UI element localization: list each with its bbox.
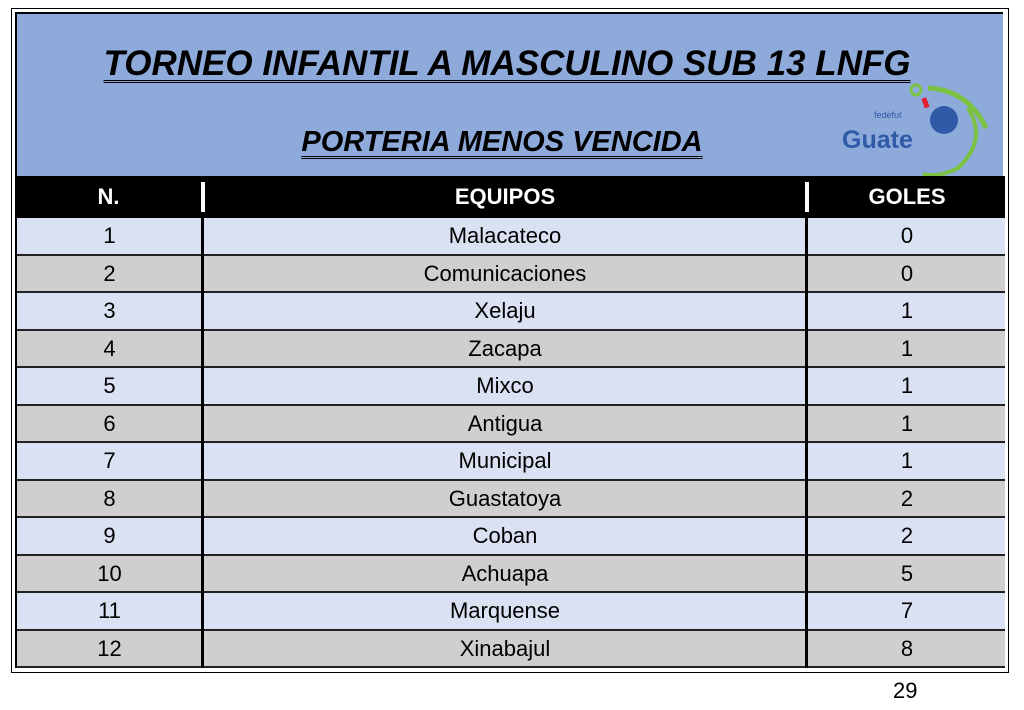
cell-number: 11 [98,598,121,623]
table-row: 8 Guastatoya 2 [17,480,1005,518]
cell-team: Xinabajul [459,635,551,661]
cell-team: Comunicaciones [423,260,587,286]
table-row: 11 Marquense 7 [17,593,1005,631]
cell-goals: 1 [900,410,914,436]
cell-goals: 2 [900,485,914,511]
cell-number: 6 [103,410,116,436]
cell-goals: 1 [900,335,914,361]
cell-number: 4 [103,335,116,361]
cell-goals: 1 [900,448,914,473]
cell-goals: 5 [900,560,914,586]
cell-number: 12 [97,635,122,661]
logo-text-small: fedefut [874,110,902,120]
cell-number: 10 [97,560,122,586]
cell-team: Mixco [476,373,534,398]
cell-team: Achuapa [461,560,549,586]
header-teams: EQUIPOS [454,184,556,209]
page-title: TORNEO INFANTIL A MASCULINO SUB 13 LNFG [103,44,911,83]
cell-team: Coban [472,523,538,548]
cell-goals: 0 [900,260,914,286]
cell-team: Zacapa [468,335,542,361]
table-row: 10 Achuapa 5 [17,555,1005,593]
page-subtitle: PORTERIA MENOS VENCIDA [301,126,703,158]
cell-team: Xelaju [474,298,536,323]
cell-goals: 1 [900,373,914,398]
cell-team: Antigua [467,410,543,436]
cell-team: Municipal [458,448,552,473]
table-row: 4 Zacapa 1 [17,330,1005,368]
page-number: 29 [893,678,918,703]
title-banner: TORNEO INFANTIL A MASCULINO SUB 13 LNFG … [17,14,1003,176]
logo-text-large: Guate [842,126,913,154]
cell-number: 7 [103,448,116,473]
cell-number: 3 [103,298,116,323]
cell-team: Marquense [449,598,561,623]
cell-goals: 1 [900,298,914,323]
cell-number: 5 [103,373,116,398]
table-row: 2 Comunicaciones 0 [17,255,1005,293]
cell-goals: 8 [900,635,914,661]
column-divider [201,218,204,668]
cell-number: 2 [103,260,116,286]
header-number: N. [97,184,120,209]
table-row: 1 Malacateco 0 [17,218,1005,256]
fedefut-guate-logo: fedefut Guate [842,83,989,178]
table-row: 9 Coban 2 [17,518,1005,556]
cell-number: 8 [103,485,116,511]
cell-number: 1 [103,223,116,248]
cell-goals: 2 [900,523,914,548]
header-separator [805,182,809,212]
cell-team: Guastatoya [448,485,562,511]
header-goals: GOLES [868,184,946,209]
cell-goals: 0 [900,223,914,248]
table-row: 3 Xelaju 1 [17,293,1005,331]
table-row: 12 Xinabajul 8 [17,630,1005,668]
page-border [11,8,1009,673]
cell-team: Malacateco [448,223,562,248]
cell-goals: 7 [900,598,914,623]
table-row: 5 Mixco 1 [17,368,1005,406]
header-separator [201,182,205,212]
table-row: 7 Municipal 1 [17,443,1005,481]
column-divider [805,218,808,668]
cell-number: 9 [103,523,116,548]
table-header: N. EQUIPOS GOLES [15,176,1005,218]
table-row: 6 Antigua 1 [17,405,1005,443]
